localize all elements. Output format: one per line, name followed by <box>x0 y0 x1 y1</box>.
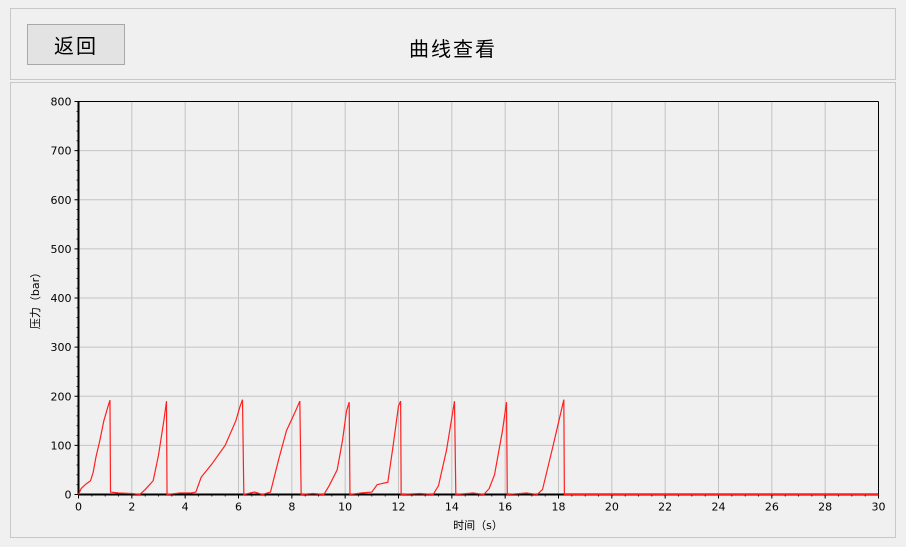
chart-panel: 0 2 4 6 8 10 12 14 16 18 20 22 24 26 28 30 0 100 200 300 40… <box>10 82 896 538</box>
y-tick-label: 400 <box>51 292 72 305</box>
x-tick-label: 6 <box>235 501 242 514</box>
x-tick-label: 30 <box>872 501 886 514</box>
x-tick-label: 24 <box>712 501 726 514</box>
x-tick-label: 0 <box>75 501 82 514</box>
x-tick-label: 18 <box>552 501 566 514</box>
x-tick-label: 4 <box>182 501 189 514</box>
page-title: 曲线查看 <box>409 37 497 61</box>
pressure-time-chart: 0 2 4 6 8 10 12 14 16 18 20 22 24 26 28 30 010020030040… <box>29 96 886 533</box>
x-tick-label: 14 <box>445 501 459 514</box>
y-tick-label: 700 <box>51 145 72 158</box>
y-tick-label: 0 <box>65 489 72 502</box>
header-bar: 返回 曲线查看 <box>10 8 896 80</box>
y-tick-labels: 0 100 200 300 400 500 600 700 800 <box>51 96 72 502</box>
x-tick-label: 26 <box>765 501 779 514</box>
x-tick-label: 8 <box>288 501 295 514</box>
x-tick-label: 2 <box>128 501 135 514</box>
x-tick-labels: 0 2 4 6 8 10 12 14 16 18 20 22 24 26 28 30 <box>75 501 886 514</box>
back-button[interactable]: 返回 <box>27 24 125 65</box>
y-tick-label: 600 <box>51 194 72 207</box>
x-tick-label: 20 <box>605 501 619 514</box>
y-tick-label: 100 <box>51 439 72 452</box>
y-axis-label: 压力（bar） <box>29 267 42 329</box>
x-tick-label: 16 <box>498 501 512 514</box>
x-axis-label: 时间（s） <box>453 519 503 532</box>
x-tick-label: 10 <box>338 501 352 514</box>
y-tick-label: 200 <box>51 390 72 403</box>
x-tick-label: 28 <box>818 501 832 514</box>
y-tick-label: 500 <box>51 243 72 256</box>
y-tick-label: 800 <box>51 96 72 109</box>
grid-lines <box>78 101 879 495</box>
x-tick-label: 12 <box>392 501 406 514</box>
pressure-series-line <box>77 399 879 496</box>
y-tick-label: 300 <box>51 341 72 354</box>
x-tick-label: 22 <box>658 501 672 514</box>
